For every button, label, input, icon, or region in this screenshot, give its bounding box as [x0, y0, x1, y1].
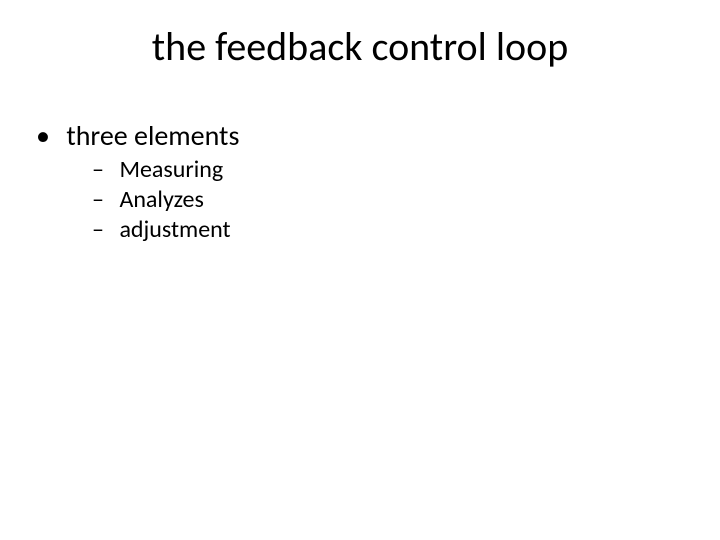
bullet-level2-text: Analyzes	[119, 185, 203, 214]
slide-body: three elements Measuring Analyzes adjust…	[36, 118, 684, 251]
bullet-level1-text: three elements	[66, 118, 239, 153]
bullet-level2-text: Measuring	[119, 155, 223, 184]
bullet-level2: adjustment	[92, 215, 684, 245]
bullet-level2-text: adjustment	[119, 215, 230, 244]
bullet-level1: three elements Measuring Analyzes adjust…	[36, 118, 684, 245]
bullet-level2: Measuring	[92, 155, 684, 185]
slide: the feedback control loop three elements…	[0, 0, 720, 540]
bullet-list-level1: three elements Measuring Analyzes adjust…	[36, 118, 684, 245]
slide-title: the feedback control loop	[0, 22, 720, 71]
bullet-level2: Analyzes	[92, 185, 684, 215]
bullet-list-level2: Measuring Analyzes adjustment	[92, 155, 684, 245]
